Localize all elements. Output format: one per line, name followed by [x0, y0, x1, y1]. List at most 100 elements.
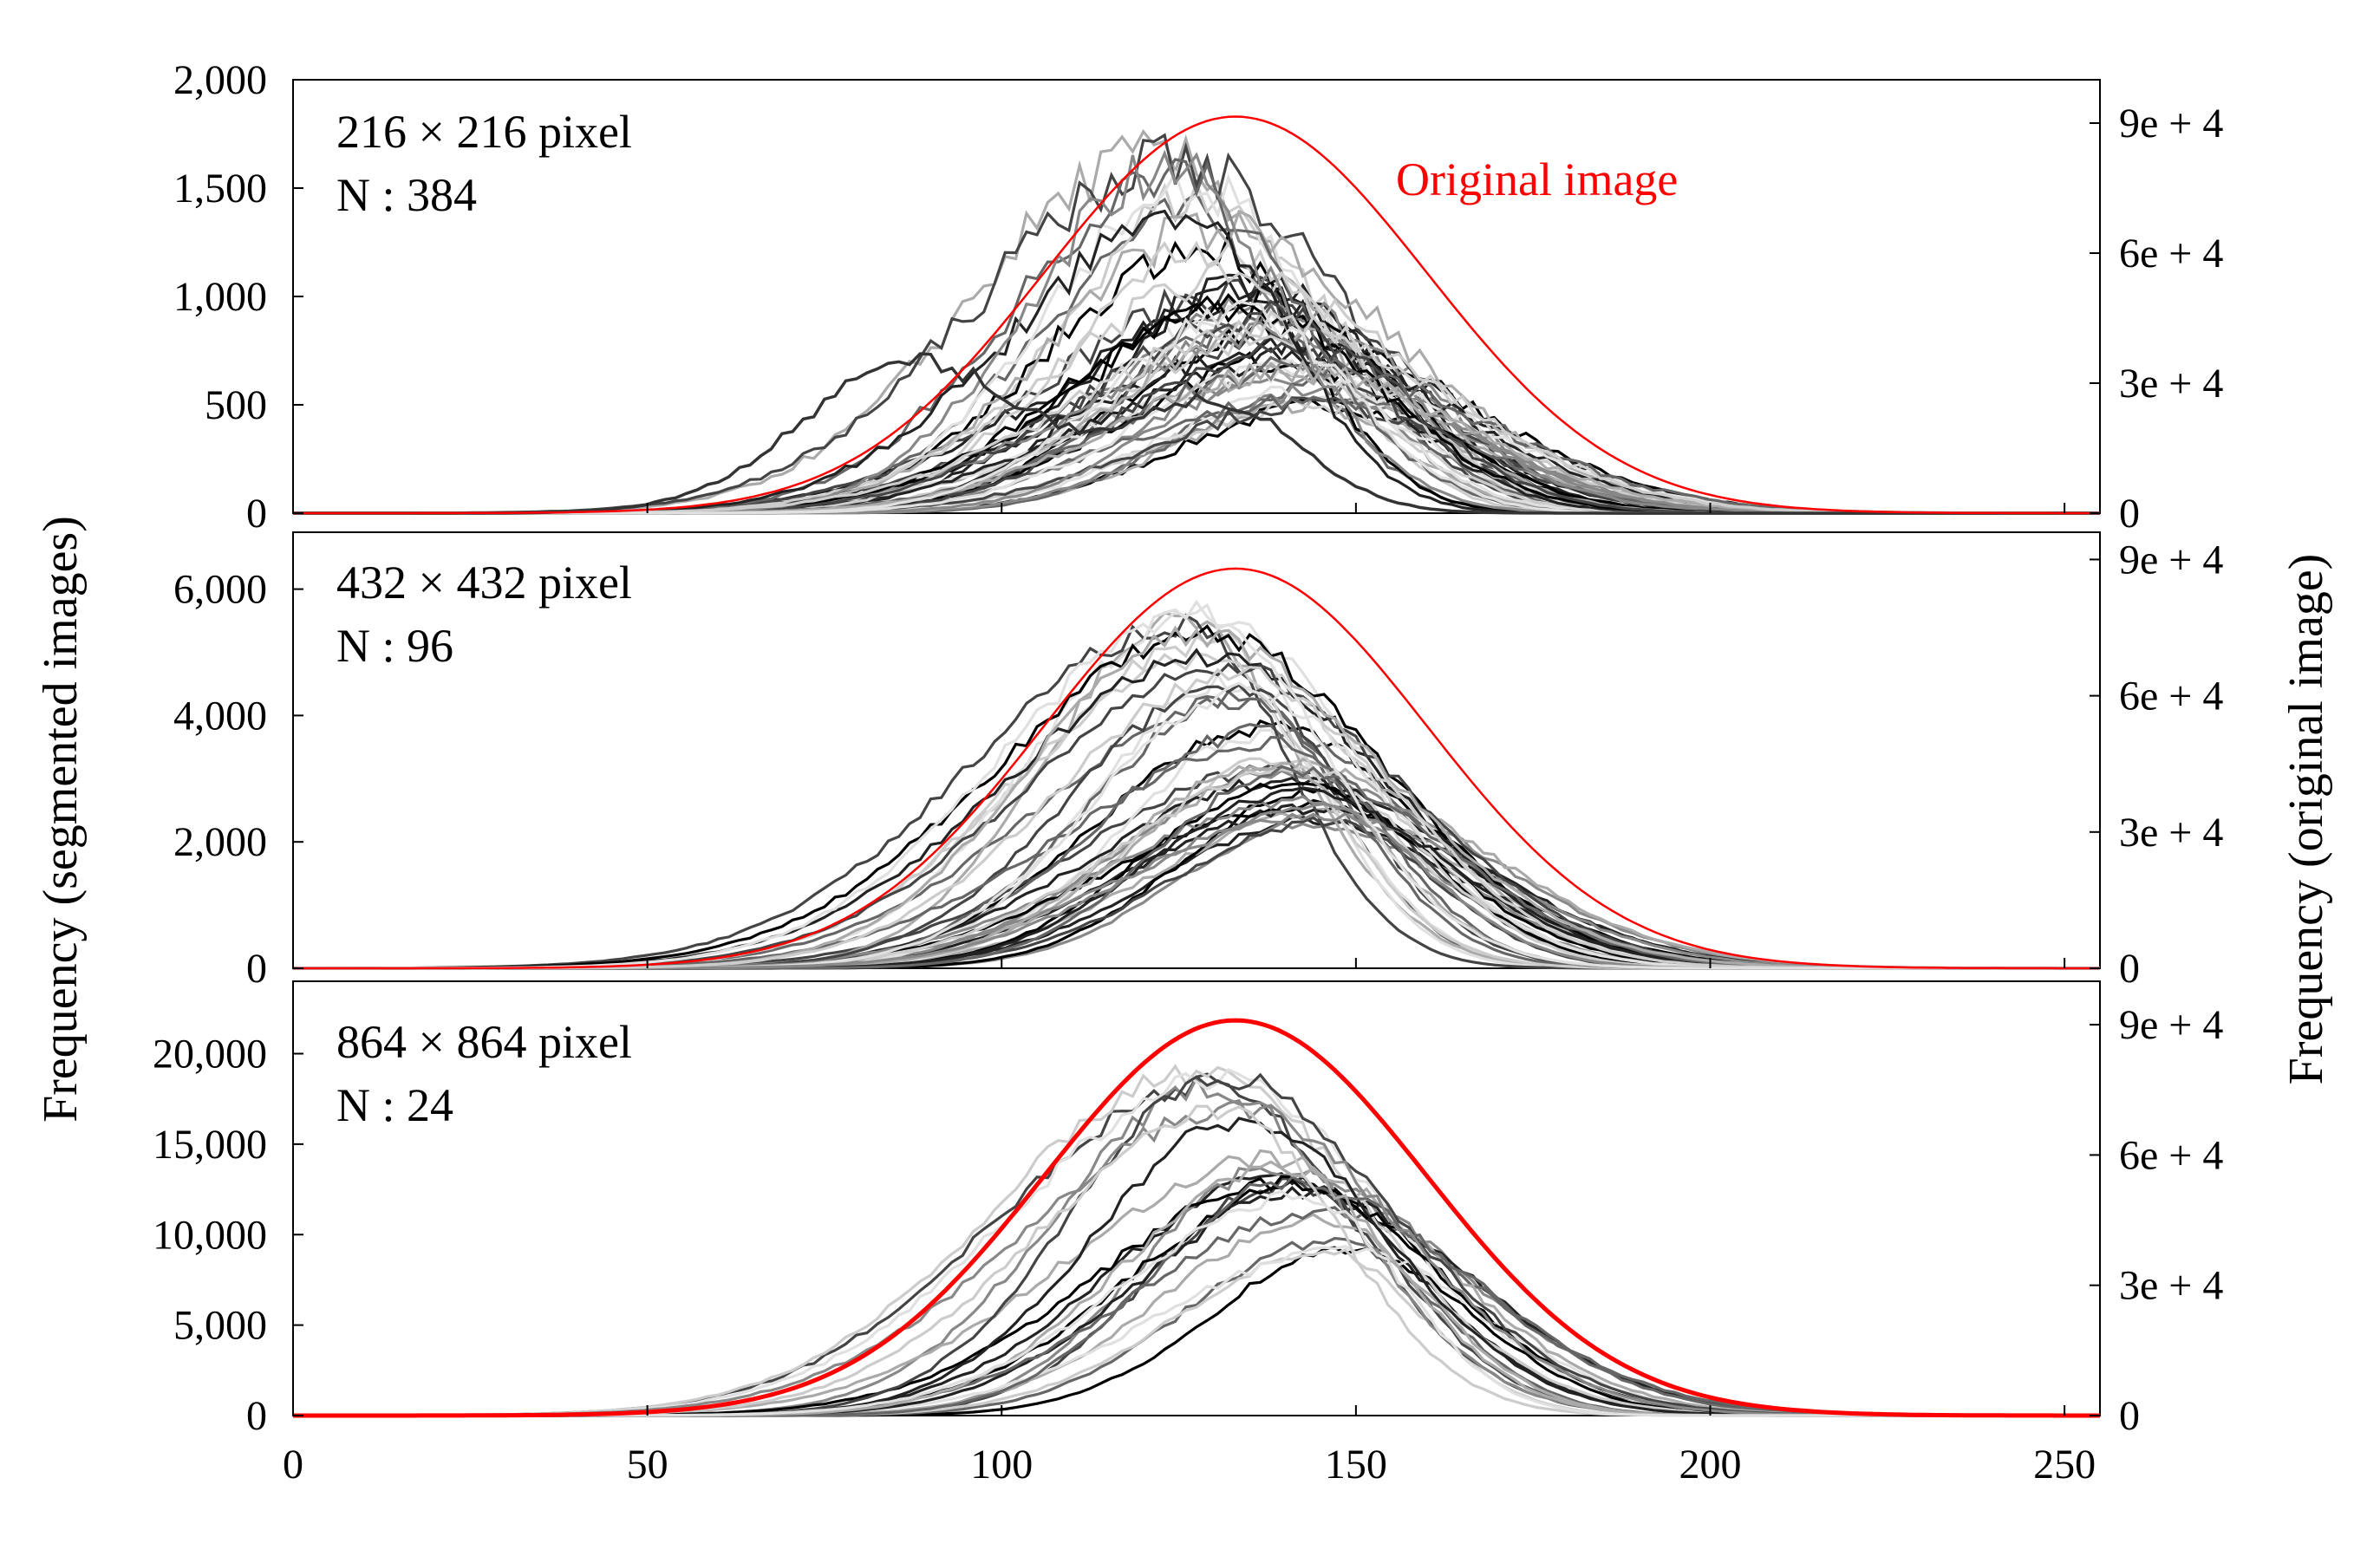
segment-curve: [292, 613, 2100, 970]
right-tick-label: 3e + 4: [2119, 361, 2223, 407]
right-tick-label: 9e + 4: [2119, 537, 2223, 583]
segment-curves: [293, 1064, 2100, 1417]
left-tick-label: 4,000: [173, 693, 267, 739]
right-axis-ticks: 0 3e + 4 6e + 4 9e + 4: [2090, 537, 2223, 992]
right-axis-ticks: 0 3e + 4 6e + 4 9e + 4: [2090, 1002, 2223, 1439]
x-tick-label: 50: [627, 1442, 668, 1488]
outlier-curve: [293, 352, 2100, 515]
right-tick-label: 6e + 4: [2119, 674, 2223, 719]
left-tick-label: 5,000: [173, 1303, 267, 1349]
segment-curve: [293, 719, 2100, 970]
right-tick-label: 3e + 4: [2119, 810, 2223, 856]
right-tick-label: 3e + 4: [2119, 1263, 2223, 1309]
panel-size-label: 432 × 432 pixel: [336, 557, 632, 609]
left-tick-label: 500: [205, 382, 267, 428]
original-image-curve: [293, 115, 2100, 515]
right-tick-label: 6e + 4: [2119, 231, 2223, 277]
panel-864: 0 5,000 10,000 15,000 20,000 0 3e + 4 6e + 4 9e…: [153, 980, 2223, 1439]
segment-curve: [293, 1160, 2100, 1417]
right-tick-label: 9e + 4: [2119, 1002, 2223, 1048]
panel-size-label: 216 × 216 pixel: [336, 106, 632, 158]
segment-curve: [293, 602, 2100, 970]
right-tick-label: 0: [2119, 491, 2140, 537]
panel-size-label: 864 × 864 pixel: [336, 1016, 632, 1068]
segment-curve: [293, 1206, 2100, 1417]
left-axis-title: Frequency (segmented images): [34, 516, 88, 1123]
segment-curve: [293, 782, 2100, 970]
left-tick-label: 2,000: [173, 819, 267, 865]
segment-curve: [293, 1213, 2100, 1417]
segment-curve: [293, 785, 2100, 970]
segment-curves: [292, 599, 2100, 970]
panel-432: 0 2,000 4,000 6,000 0 3e + 4 6e + 4 9e + 4 432…: [173, 531, 2223, 992]
panel-n-label: N : 24: [336, 1079, 453, 1131]
left-axis-ticks: 0 5,000 10,000 15,000 20,000: [153, 1032, 303, 1439]
segment-curve: [293, 786, 2100, 970]
left-tick-label: 20,000: [153, 1032, 267, 1077]
x-tick-label: 200: [1679, 1442, 1742, 1488]
segment-curve: [293, 396, 2100, 515]
right-axis-title: Frequency (original image): [2279, 554, 2333, 1085]
segment-curve: [293, 1247, 2100, 1417]
segment-curve: [293, 355, 2100, 515]
left-tick-label: 2,000: [173, 57, 267, 103]
segment-curve: [293, 632, 2100, 970]
left-axis-ticks: 0 500 1,000 1,500 2,000: [173, 57, 303, 537]
x-tick-label: 0: [283, 1442, 303, 1488]
segment-curve: [293, 359, 2100, 515]
segment-curve: [293, 795, 2100, 970]
right-tick-label: 6e + 4: [2119, 1132, 2223, 1178]
original-curve-group: [292, 115, 2100, 515]
segment-curve: [293, 396, 2100, 515]
segment-curve: [293, 611, 2100, 970]
segment-curve: [293, 385, 2100, 515]
original-image-curve: [293, 1018, 2100, 1418]
segment-curves: [293, 128, 2100, 515]
original-image-label: Original image: [1396, 153, 1678, 205]
x-tick-label: 100: [970, 1442, 1033, 1488]
left-tick-label: 0: [246, 491, 267, 537]
x-tick-label: 150: [1325, 1442, 1387, 1488]
segment-curve: [293, 1245, 2100, 1417]
left-tick-label: 0: [246, 946, 267, 992]
segment-curve: [293, 776, 2100, 970]
right-tick-label: 0: [2119, 946, 2140, 992]
segment-curve: [293, 383, 2100, 515]
segment-curve: [293, 757, 2100, 970]
original-curve-group: [292, 567, 2100, 970]
left-axis-ticks: 0 2,000 4,000 6,000: [173, 567, 303, 992]
segment-curve: [293, 807, 2100, 970]
segment-curve: [293, 1185, 2100, 1417]
plot-frame: [292, 531, 2101, 969]
segment-curve: [293, 1176, 2100, 1417]
segment-curve: [293, 728, 2100, 970]
segment-curve: [293, 599, 2100, 970]
left-tick-label: 1,500: [173, 166, 267, 212]
x-tick-label: 250: [2033, 1442, 2096, 1488]
segment-curve: [293, 821, 2100, 970]
segment-curve: [293, 1104, 2100, 1417]
right-axis-ticks: 0 3e + 4 6e + 4 9e + 4: [2090, 101, 2223, 537]
segment-curve: [293, 1149, 2100, 1417]
left-tick-label: 15,000: [153, 1122, 267, 1168]
segment-curve: [293, 694, 2100, 970]
left-tick-label: 1,000: [173, 274, 267, 320]
segment-curve: [293, 394, 2100, 515]
right-tick-label: 0: [2119, 1393, 2140, 1439]
x-axis-ticks: 0 50 100 150 200 250: [283, 1442, 2096, 1488]
right-tick-label: 9e + 4: [2119, 101, 2223, 146]
segment-curve: [293, 798, 2100, 970]
plot-frame: [292, 980, 2101, 1416]
left-tick-label: 6,000: [173, 567, 267, 613]
segment-curve: [293, 1072, 2100, 1417]
original-image-curve: [293, 567, 2100, 970]
segment-curve: [293, 1246, 2100, 1417]
panel-n-label: N : 384: [336, 169, 477, 221]
segment-curve: [293, 757, 2100, 970]
panel-n-label: N : 96: [336, 620, 453, 672]
left-tick-label: 10,000: [153, 1212, 267, 1258]
segment-curve: [293, 240, 2100, 515]
